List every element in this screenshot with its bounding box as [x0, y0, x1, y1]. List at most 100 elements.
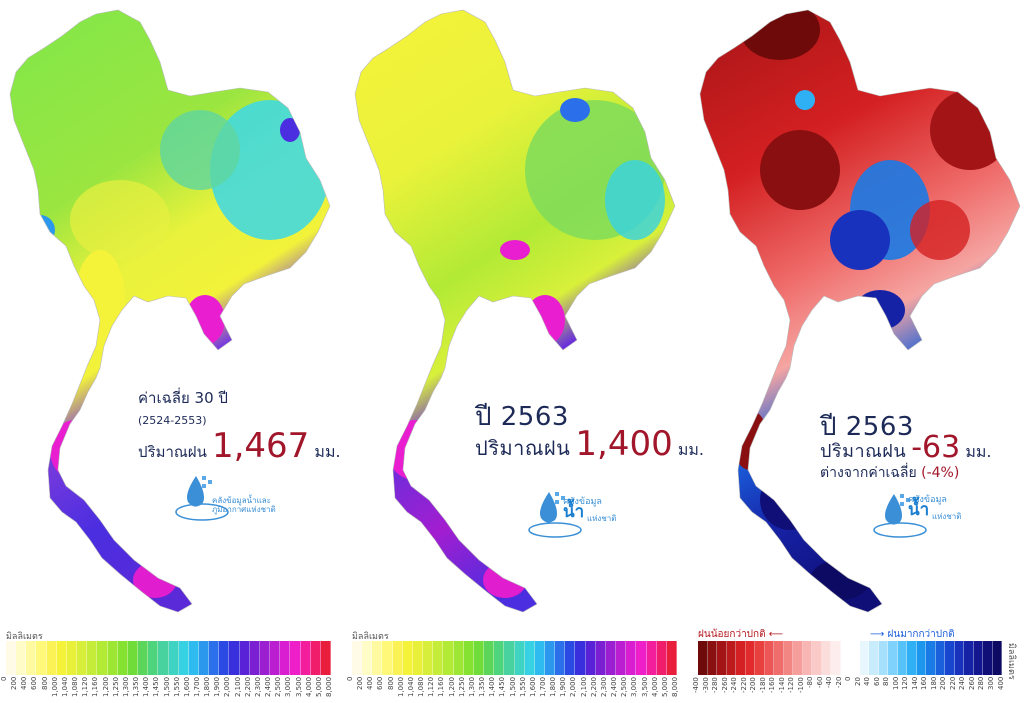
scale-swatch	[783, 641, 793, 675]
rainfall-value: -63	[911, 430, 961, 465]
caption-year: ปี 2563	[475, 402, 569, 432]
scale-swatch	[290, 641, 301, 675]
scale-swatch	[453, 641, 464, 675]
scale-swatch	[198, 641, 210, 675]
scale-swatch	[575, 641, 586, 675]
scale-swatch	[504, 641, 515, 675]
scale-swatch	[433, 641, 444, 675]
scale-swatch	[280, 641, 291, 675]
scale-swatch	[382, 641, 393, 675]
scale-tick-label: 600	[30, 677, 39, 691]
scale-swatch	[270, 641, 281, 675]
scale-swatch	[6, 641, 17, 675]
arrow-left-icon: ⟵	[768, 629, 784, 640]
legend-difference: ฝนน้อยกว่าปกติ ⟵ ⟶ ฝนมากกว่าปกติ มิลลิเม…	[692, 625, 1018, 703]
rainfall-label: ปริมาณฝน	[820, 441, 907, 462]
scale-swatch	[964, 641, 974, 675]
scale-ticks: 0 200 400 600 800 1,000 1,040 1,080 1,120 1,160 1,…	[0, 677, 336, 701]
caption-title: ค่าเฉลี่ย 30 ปี	[138, 389, 228, 407]
map-panel-difference: ปี 2563 ปริมาณฝน -63 มม. ต่างจากค่าเฉลี่…	[690, 0, 1030, 620]
scale-tick-label: 3,500	[640, 677, 649, 698]
scale-swatch	[158, 641, 169, 675]
scale-swatch	[793, 641, 803, 675]
rainfall-label: ปริมาณฝน	[475, 436, 571, 460]
scale-swatch	[423, 641, 434, 675]
scale-swatch	[717, 641, 727, 675]
scale-swatch	[534, 641, 545, 675]
scale-swatch	[107, 641, 118, 675]
scale-swatch	[565, 641, 576, 675]
logo-line-2: แห่งชาติ	[932, 512, 962, 521]
scale-swatch	[869, 641, 879, 675]
scale-swatch	[352, 641, 363, 675]
scale-tick-label: 8,000	[325, 677, 333, 698]
logo-line-1: คลังข้อมูลน้ำและ	[212, 496, 271, 505]
caption-period: (2524-2553)	[138, 414, 207, 427]
scale-swatch	[463, 641, 474, 675]
scale-tick-label: 1,160	[437, 677, 446, 698]
scale-swatch	[555, 641, 566, 675]
difference-label: ต่างจากค่าเฉลี่ย	[820, 465, 917, 481]
logo-big-text: น้ำ	[908, 500, 930, 520]
color-scale-bar	[352, 641, 677, 675]
scale-swatch	[66, 641, 78, 675]
scale-swatch	[473, 641, 485, 675]
scale-swatch	[656, 641, 667, 675]
scale-swatch	[945, 641, 955, 675]
color-scale-bar	[6, 641, 331, 675]
scale-swatch	[16, 641, 27, 675]
scale-swatch	[372, 641, 383, 675]
scale-swatch	[736, 641, 746, 675]
scale-tick-label: 1,500	[162, 677, 171, 698]
scale-swatch	[127, 641, 139, 675]
legend-unit: มิลลิเมตร	[6, 632, 43, 642]
less-than-normal-label: ฝนน้อยกว่าปกติ ⟵	[698, 629, 784, 640]
scale-swatch	[605, 641, 617, 675]
caption-difference: ต่างจากค่าเฉลี่ย (-4%)	[820, 462, 959, 484]
rainfall-map-2563	[354, 9, 676, 613]
logo-line-2: แห่งชาติ	[587, 514, 617, 523]
scale-tick-label: 600	[376, 677, 385, 691]
scale-tick-label: 2,000	[223, 677, 232, 698]
scale-swatch	[745, 641, 755, 675]
scale-swatch	[392, 641, 403, 675]
scale-swatch	[850, 641, 860, 675]
legend-unit: มิลลิเมตร	[1006, 643, 1016, 680]
scale-swatch	[249, 641, 260, 675]
scale-tick-label: 1,500	[508, 677, 517, 698]
scale-swatch	[992, 641, 1002, 675]
scale-swatch	[46, 641, 57, 675]
water-drop-icon	[528, 492, 582, 538]
scale-swatch	[87, 641, 98, 675]
scale-swatch	[484, 641, 495, 675]
scale-swatch	[300, 641, 311, 675]
scale-swatch	[726, 641, 736, 675]
scale-tick-label: 3,000	[284, 677, 293, 698]
scale-swatch	[97, 641, 108, 675]
scale-tick-label: 8,000	[671, 677, 679, 698]
caption-rainfall: ปริมาณฝน 1,400 มม.	[475, 424, 704, 464]
difference-percent: (-4%)	[921, 465, 960, 481]
rainfall-map-average	[9, 9, 331, 613]
scale-swatch	[802, 641, 812, 675]
logo-line-2: ภูมิอากาศแห่งชาติ	[212, 505, 276, 514]
scale-swatch	[983, 641, 993, 675]
scale-swatch	[646, 641, 657, 675]
scale-swatch	[320, 641, 331, 675]
scale-swatch	[362, 641, 373, 675]
scale-ticks: -400 -300 -280 -260 -240 -220 -200 -180 -160 -140…	[692, 677, 1007, 701]
scale-swatch	[310, 641, 321, 675]
scale-swatch	[494, 641, 505, 675]
scale-swatch	[77, 641, 88, 675]
scale-tick-label: 1,450	[152, 677, 161, 698]
scale-swatch	[916, 641, 926, 675]
scale-swatch	[229, 641, 240, 675]
scale-swatch	[840, 641, 850, 675]
scale-swatch	[636, 641, 647, 675]
rainfall-unit: มม.	[677, 440, 705, 459]
scale-swatch	[524, 641, 535, 675]
scale-swatch	[907, 641, 917, 675]
more-than-normal-label: ⟶ ฝนมากกว่าปกติ	[870, 629, 955, 640]
rainfall-difference-map	[699, 9, 1021, 613]
rainfall-unit: มม.	[314, 442, 341, 461]
